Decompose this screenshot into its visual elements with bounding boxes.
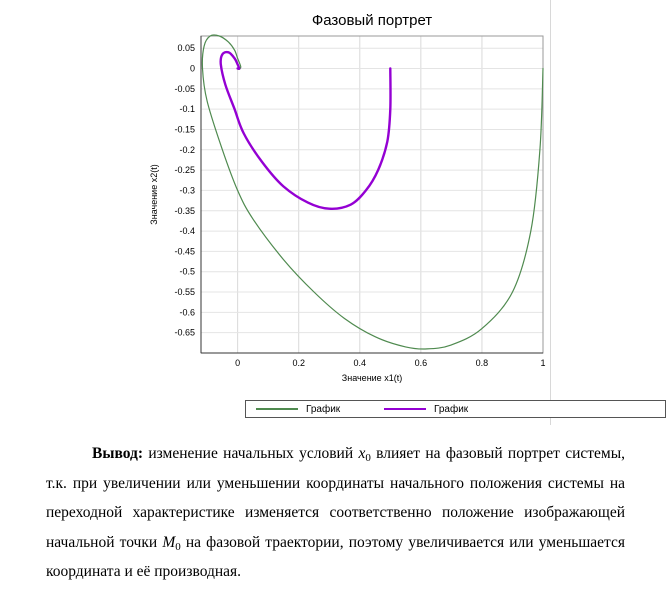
y-tick-label: 0.05 [177,43,195,53]
conclusion-text-3: на фазовой траектории, поэтому увеличива… [46,533,625,581]
conclusion-paragraph: Вывод: изменение начальных условий x0 вл… [46,439,625,587]
chart-title: Фазовый портрет [312,12,432,29]
math-x0-sub: 0 [365,452,371,464]
y-tick-label: -0.6 [179,307,195,317]
series-line-2 [219,50,392,210]
y-axis-label: Значение x2(t) [149,164,159,224]
legend-label-1: График [306,403,341,415]
x-tick-label: 0 [235,358,240,368]
phase-portrait-chart: 0 0.2 0.4 0.6 0.8 1 0.05 0 -0.05 -0.1 -0.15 -0.2 -0.… [149,12,546,383]
y-tick-label: -0.4 [179,226,195,236]
y-tick-label: -0.35 [174,206,195,216]
x-axis-label: Значение x1(t) [342,373,402,383]
math-m0-sub: 0 [175,540,181,553]
y-tick-label: -0.1 [179,104,195,114]
figure-panel: 0 0.2 0.4 0.6 0.8 1 0.05 0 -0.05 -0.1 -0.15 -0.2 -0.… [121,0,666,425]
conclusion-text-1: изменение начальных условий [143,445,359,462]
x-tick-label: 0.4 [354,358,367,368]
y-tick-label: -0.55 [174,287,195,297]
math-x0: x0 [358,445,371,464]
y-tick-label: -0.65 [174,328,195,338]
math-x0-base: x [358,445,366,462]
legend-swatch-2 [384,408,426,410]
math-m0-base: M [162,533,176,551]
series-line-1 [201,34,544,350]
x-tick-label: 1 [540,358,545,368]
y-tick-label: -0.25 [174,165,195,175]
y-tick-label: -0.45 [174,246,195,256]
math-m0: M0 [162,533,181,553]
plot-area [201,36,543,353]
y-tick-label: -0.3 [179,185,195,195]
y-tick-label: -0.2 [179,145,195,155]
conclusion-text-2: влияет на фазовый портрет системы, т.к. … [46,445,625,551]
x-tick-label: 0.6 [415,358,428,368]
y-tick-label: -0.5 [179,267,195,277]
legend-item-2: График [384,403,468,415]
chart-legend: График График [245,400,666,418]
x-tick-label: 0.8 [476,358,489,368]
legend-item-1: График [256,403,340,415]
y-tick-label: 0 [190,64,195,74]
x-tick-label: 0.2 [292,358,305,368]
legend-swatch-1 [256,408,298,410]
conclusion-label: Вывод: [92,445,144,462]
y-tick-label: -0.15 [174,124,195,134]
legend-label-2: График [434,403,469,415]
y-tick-label: -0.05 [174,84,195,94]
